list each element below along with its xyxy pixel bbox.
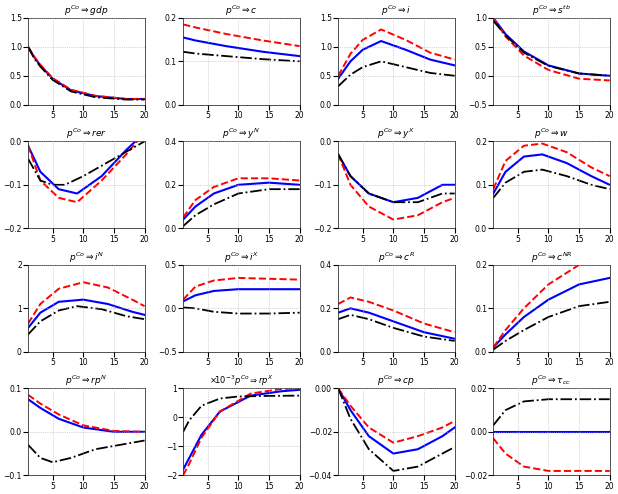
Title: $p^{Co} \Rightarrow i^N$: $p^{Co} \Rightarrow i^N$	[69, 250, 104, 265]
Title: $p^{Co} \Rightarrow c^R$: $p^{Co} \Rightarrow c^R$	[378, 250, 415, 265]
Title: $p^{Co} \Rightarrow c$: $p^{Co} \Rightarrow c$	[225, 3, 258, 18]
Title: $p^{Co} \Rightarrow c^{NR}$: $p^{Co} \Rightarrow c^{NR}$	[531, 250, 572, 265]
Title: $p^{Co} \Rightarrow i^X$: $p^{Co} \Rightarrow i^X$	[224, 250, 259, 265]
Title: $p^{Co} \Rightarrow rer$: $p^{Co} \Rightarrow rer$	[66, 127, 107, 141]
Title: $p^{Co} \Rightarrow \tau_{cc}$: $p^{Co} \Rightarrow \tau_{cc}$	[531, 374, 572, 388]
Title: $p^{Co} \Rightarrow rp^N$: $p^{Co} \Rightarrow rp^N$	[66, 374, 108, 388]
Title: $p^{Co} \Rightarrow y^X$: $p^{Co} \Rightarrow y^X$	[378, 127, 415, 141]
Title: $\times\!10^{-3}$$p^{Co} \Rightarrow rp^X$: $\times\!10^{-3}$$p^{Co} \Rightarrow rp^…	[209, 374, 274, 388]
Title: $p^{Co} \Rightarrow i$: $p^{Co} \Rightarrow i$	[381, 3, 412, 18]
Title: $p^{Co} \Rightarrow s^{tb}$: $p^{Co} \Rightarrow s^{tb}$	[532, 3, 571, 18]
Title: $p^{Co} \Rightarrow y^N$: $p^{Co} \Rightarrow y^N$	[222, 127, 260, 141]
Title: $p^{Co} \Rightarrow gdp$: $p^{Co} \Rightarrow gdp$	[64, 3, 109, 18]
Title: $p^{Co} \Rightarrow cp$: $p^{Co} \Rightarrow cp$	[378, 374, 415, 388]
Title: $p^{Co} \Rightarrow w$: $p^{Co} \Rightarrow w$	[534, 127, 569, 141]
